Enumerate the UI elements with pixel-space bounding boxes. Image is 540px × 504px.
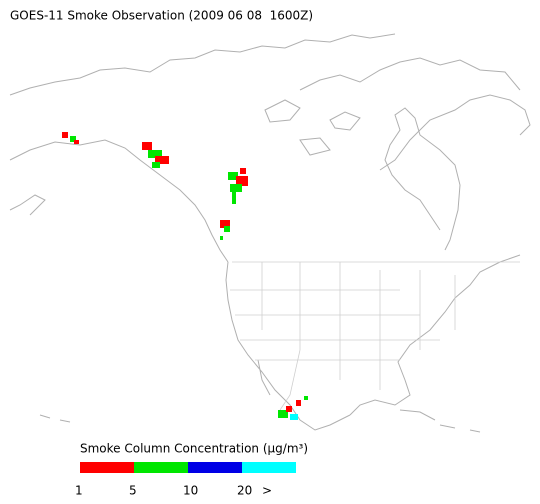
colorbar-segment: [80, 462, 134, 473]
smoke-pixels: [62, 132, 308, 420]
map-title: GOES-11 Smoke Observation (2009 06 08 16…: [10, 9, 313, 23]
colorbar-label: 5: [129, 484, 137, 498]
colorbar-segment: [188, 462, 242, 473]
coastlines: [9, 33, 531, 433]
state-borders: [230, 261, 520, 411]
colorbar-segment: [134, 462, 188, 473]
colorbar-segment: [242, 462, 296, 473]
colorbar-label: 10: [183, 484, 198, 498]
legend-title: Smoke Column Concentration (μg/m³): [80, 442, 308, 456]
colorbar-label: 1: [75, 484, 83, 498]
colorbar-label: >: [262, 484, 272, 498]
colorbar-label: 20: [237, 484, 252, 498]
